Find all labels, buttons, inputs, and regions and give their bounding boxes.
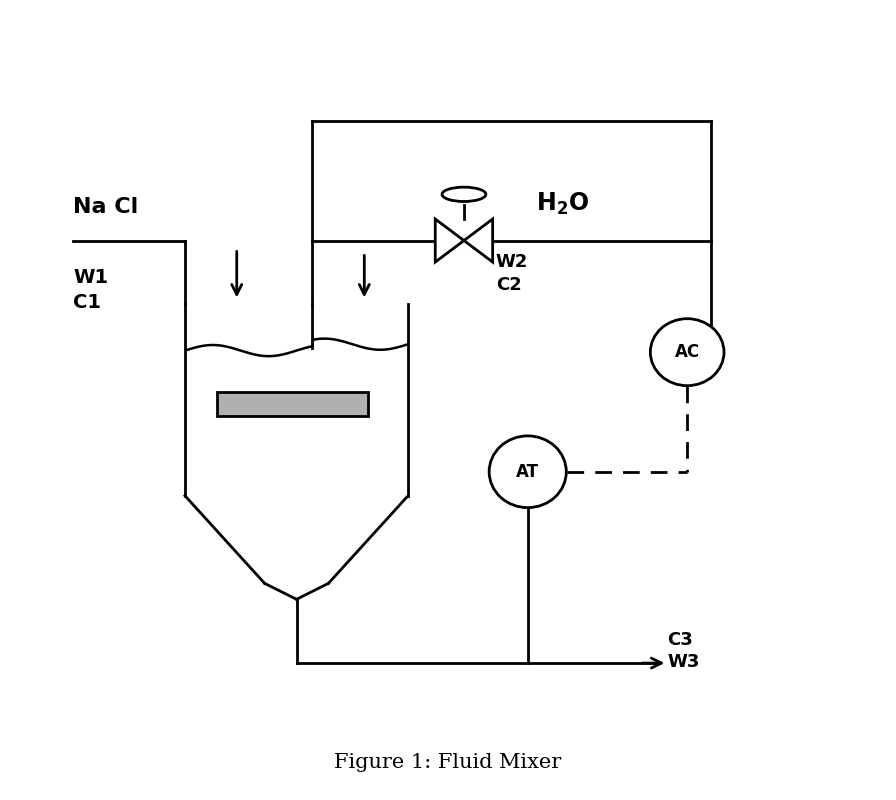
Text: W2
C2: W2 C2 xyxy=(495,253,529,294)
Bar xyxy=(217,392,368,416)
Ellipse shape xyxy=(489,436,566,508)
Text: Na Cl: Na Cl xyxy=(73,197,139,217)
Ellipse shape xyxy=(650,318,724,386)
Text: Figure 1: Fluid Mixer: Figure 1: Fluid Mixer xyxy=(334,754,562,772)
Text: AT: AT xyxy=(516,462,539,481)
Text: W1
C1: W1 C1 xyxy=(73,269,108,313)
Text: C3
W3: C3 W3 xyxy=(668,631,700,671)
Ellipse shape xyxy=(442,187,486,202)
Text: AC: AC xyxy=(675,343,700,361)
Text: $\mathbf{H_2O}$: $\mathbf{H_2O}$ xyxy=(536,190,589,217)
